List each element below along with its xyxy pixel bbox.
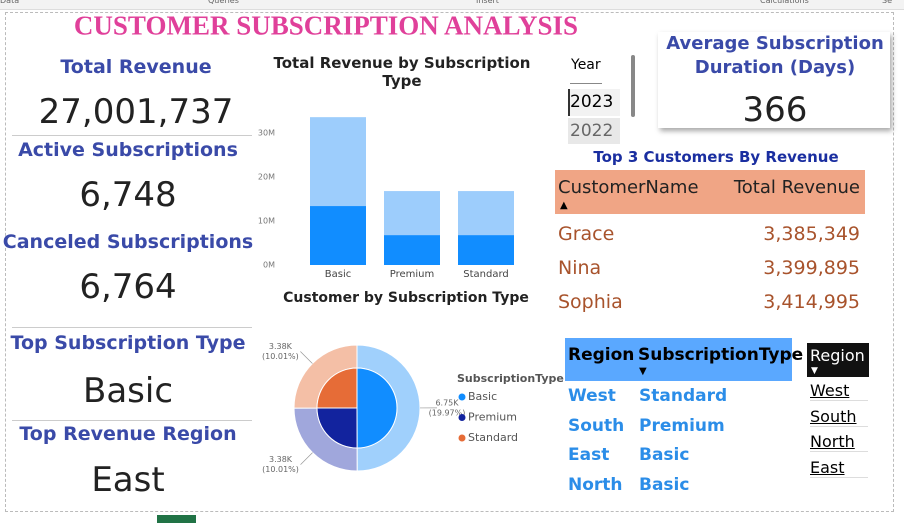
- column-header[interactable]: Total Revenue: [733, 177, 860, 198]
- slicer-header: [807, 343, 869, 377]
- cell: West: [568, 386, 616, 406]
- slicer-title: Region: [810, 346, 865, 365]
- cell: Basic: [639, 474, 690, 495]
- kpi-value: East: [91, 460, 165, 500]
- kpi-label: Total Revenue: [60, 56, 212, 78]
- canvas-border: [5, 12, 894, 512]
- leader-line: [300, 452, 313, 465]
- divider: [12, 420, 252, 421]
- scrollbar[interactable]: [631, 55, 635, 117]
- slicer-item[interactable]: North: [810, 432, 868, 452]
- cell: South: [568, 415, 625, 436]
- cell: 3,399,895: [763, 257, 860, 279]
- x-tick-label: Premium: [390, 269, 435, 280]
- cell: Standard: [639, 386, 728, 406]
- legend-title: SubscriptionType: [457, 372, 564, 385]
- divider: [12, 135, 252, 136]
- y-tick-label: 30M: [258, 129, 275, 138]
- kpi-value: 6,764: [79, 267, 177, 307]
- table-header: [555, 170, 865, 214]
- y-tick-label: 10M: [258, 217, 275, 226]
- value-label: 3.38K: [269, 342, 293, 351]
- x-tick-label: Standard: [463, 269, 509, 280]
- cell: 3,385,349: [763, 223, 860, 245]
- title: CUSTOMER SUBSCRIPTION ANALYSIS: [73, 10, 579, 41]
- legend-marker: [458, 393, 466, 401]
- slice: [356, 367, 398, 449]
- slicer-item[interactable]: 2022: [568, 118, 620, 144]
- legend-label: Premium: [468, 411, 517, 424]
- cell: Basic: [639, 445, 690, 465]
- cell: Nina: [558, 257, 602, 279]
- divider: [570, 83, 602, 84]
- x-tick-label: Basic: [325, 269, 351, 280]
- percent-label: (10.01%): [262, 465, 299, 474]
- bar: [384, 191, 440, 236]
- sort-icon[interactable]: ▲: [560, 200, 568, 211]
- kpi-label: Active Subscriptions: [18, 139, 238, 161]
- cell: North: [568, 474, 623, 495]
- card-value: 366: [742, 90, 808, 130]
- bar: [458, 191, 514, 236]
- percent-label: (10.01%): [262, 352, 299, 361]
- legend-marker: [458, 414, 466, 421]
- bar: [310, 206, 366, 265]
- column-header[interactable]: CustomerName: [558, 177, 699, 198]
- sort-icon[interactable]: ▼: [639, 366, 647, 377]
- kpi-label: Top Subscription Type: [10, 332, 246, 354]
- table-header: [565, 338, 792, 381]
- slicer-item[interactable]: South: [810, 407, 868, 427]
- slicer-item[interactable]: East: [810, 458, 868, 478]
- column-header[interactable]: Region: [568, 345, 635, 365]
- ribbon-tab[interactable]: Insert: [476, 0, 499, 5]
- slicer-item[interactable]: 2023: [568, 89, 620, 116]
- sheet-tab[interactable]: [157, 515, 196, 523]
- chart-title: Total Revenue by Subscription Type: [273, 54, 531, 90]
- value-label: 6.75K: [435, 398, 459, 407]
- kpi-value: Basic: [82, 371, 174, 411]
- bar: [458, 235, 514, 265]
- percent-label: (19.97%): [429, 408, 466, 417]
- legend-label: Basic: [468, 390, 497, 403]
- y-tick-label: 0M: [263, 261, 275, 270]
- table-title: Top 3 Customers By Revenue: [593, 148, 839, 166]
- value-label: 3.38K: [269, 455, 293, 464]
- cell: Sophia: [558, 291, 623, 313]
- ribbon: [0, 0, 904, 10]
- column-header[interactable]: SubscriptionType: [638, 345, 804, 365]
- bar: [310, 117, 366, 207]
- cell: Premium: [639, 415, 725, 436]
- ribbon-tab[interactable]: Se: [882, 0, 892, 5]
- cell: Grace: [558, 223, 615, 245]
- slicer-item[interactable]: West: [810, 381, 868, 401]
- cell: East: [568, 445, 610, 465]
- cell: 3,414,995: [763, 291, 860, 313]
- legend-label: Standard: [468, 431, 518, 444]
- divider: [12, 327, 252, 328]
- leader-line: [300, 351, 313, 364]
- chart-title: Customer by Subscription Type: [283, 290, 529, 306]
- slicer-title: Year: [571, 57, 601, 73]
- kpi-value: 27,001,737: [38, 92, 234, 132]
- y-tick-label: 20M: [258, 173, 275, 182]
- kpi-value: 6,748: [79, 175, 177, 215]
- ribbon-tab[interactable]: Calculations: [760, 0, 809, 5]
- ribbon-tab[interactable]: Data: [0, 0, 20, 5]
- ribbon-tab[interactable]: Queries: [208, 0, 239, 5]
- legend-marker: [458, 434, 466, 442]
- bar: [384, 235, 440, 265]
- card-label: Average Subscription Duration (Days): [666, 33, 884, 78]
- card: [658, 32, 890, 128]
- slice: [316, 367, 358, 409]
- kpi-label: Top Revenue Region: [19, 423, 237, 445]
- kpi-label: Canceled Subscriptions: [2, 231, 254, 253]
- sort-icon[interactable]: ▼: [811, 366, 818, 376]
